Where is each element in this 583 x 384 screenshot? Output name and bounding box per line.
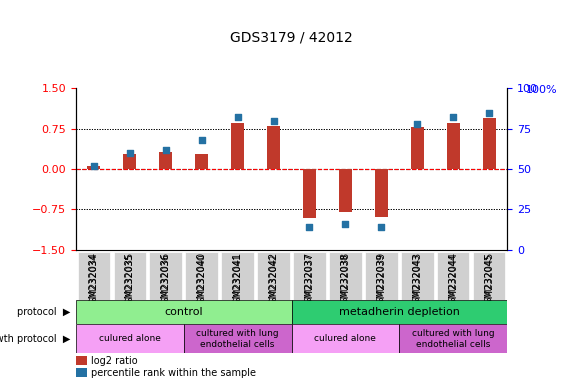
Point xyxy=(269,118,278,124)
Text: GSM232041: GSM232041 xyxy=(233,253,242,308)
Text: GSM232035: GSM232035 xyxy=(125,253,134,308)
Bar xyxy=(303,169,316,218)
FancyBboxPatch shape xyxy=(149,252,182,300)
Text: percentile rank within the sample: percentile rank within the sample xyxy=(91,368,256,378)
Text: cultured with lung
endothelial cells: cultured with lung endothelial cells xyxy=(196,329,279,349)
FancyBboxPatch shape xyxy=(437,252,469,300)
FancyBboxPatch shape xyxy=(76,300,292,324)
Text: metadherin depletion: metadherin depletion xyxy=(339,307,460,317)
FancyBboxPatch shape xyxy=(401,252,434,300)
FancyBboxPatch shape xyxy=(78,252,110,300)
Text: GSM232042: GSM232042 xyxy=(269,253,278,308)
Bar xyxy=(76,368,86,377)
Text: GSM232037: GSM232037 xyxy=(305,253,314,308)
Text: GSM232038: GSM232038 xyxy=(340,252,350,311)
Point xyxy=(484,109,494,116)
Text: GSM232036: GSM232036 xyxy=(161,253,170,308)
Point xyxy=(89,163,99,169)
FancyBboxPatch shape xyxy=(292,300,507,324)
Point xyxy=(340,221,350,227)
FancyBboxPatch shape xyxy=(185,252,218,300)
FancyBboxPatch shape xyxy=(222,252,254,300)
Point xyxy=(305,224,314,230)
Point xyxy=(448,114,458,121)
Bar xyxy=(124,154,136,169)
Text: GSM232037: GSM232037 xyxy=(304,252,314,311)
Text: cultured with lung
endothelial cells: cultured with lung endothelial cells xyxy=(412,329,494,349)
FancyBboxPatch shape xyxy=(473,252,505,300)
FancyBboxPatch shape xyxy=(257,252,290,300)
Point xyxy=(413,121,422,127)
FancyBboxPatch shape xyxy=(293,252,326,300)
Point xyxy=(197,137,206,143)
Y-axis label: 100%: 100% xyxy=(526,85,557,95)
Text: GSM232043: GSM232043 xyxy=(413,253,422,308)
Point xyxy=(161,147,170,153)
Bar xyxy=(411,127,424,169)
FancyBboxPatch shape xyxy=(184,324,292,353)
Text: GSM232040: GSM232040 xyxy=(196,252,206,311)
Text: GSM232040: GSM232040 xyxy=(197,253,206,308)
Text: growth protocol  ▶: growth protocol ▶ xyxy=(0,334,70,344)
Point xyxy=(233,114,242,121)
Text: GSM232045: GSM232045 xyxy=(484,252,494,311)
Text: GSM232044: GSM232044 xyxy=(449,253,458,308)
FancyBboxPatch shape xyxy=(329,252,361,300)
FancyBboxPatch shape xyxy=(292,324,399,353)
FancyBboxPatch shape xyxy=(76,324,184,353)
Text: GSM232045: GSM232045 xyxy=(484,253,494,308)
Text: control: control xyxy=(164,307,203,317)
Text: GSM232039: GSM232039 xyxy=(377,252,387,311)
Text: GSM232042: GSM232042 xyxy=(269,252,279,311)
Text: log2 ratio: log2 ratio xyxy=(91,356,138,366)
Text: GSM232036: GSM232036 xyxy=(161,252,171,311)
Text: culured alone: culured alone xyxy=(99,334,161,343)
Text: GSM232034: GSM232034 xyxy=(89,253,99,308)
Text: GSM232039: GSM232039 xyxy=(377,253,386,308)
FancyBboxPatch shape xyxy=(399,324,507,353)
Bar xyxy=(483,118,496,169)
Point xyxy=(377,224,386,230)
Text: GSM232035: GSM232035 xyxy=(125,252,135,311)
Bar xyxy=(339,169,352,212)
Bar xyxy=(159,152,172,169)
Bar xyxy=(76,356,86,366)
Text: protocol  ▶: protocol ▶ xyxy=(16,307,70,317)
Text: GSM232041: GSM232041 xyxy=(233,252,243,311)
Bar xyxy=(375,169,388,217)
Text: culured alone: culured alone xyxy=(314,334,377,343)
Text: GSM232044: GSM232044 xyxy=(448,252,458,311)
Bar xyxy=(267,126,280,169)
Bar xyxy=(195,154,208,169)
Bar xyxy=(87,166,100,169)
Text: GSM232038: GSM232038 xyxy=(341,253,350,308)
FancyBboxPatch shape xyxy=(114,252,146,300)
Bar xyxy=(231,123,244,169)
Text: GDS3179 / 42012: GDS3179 / 42012 xyxy=(230,31,353,45)
Point xyxy=(125,150,134,156)
Text: GSM232043: GSM232043 xyxy=(412,252,422,311)
Text: GSM232034: GSM232034 xyxy=(89,252,99,311)
FancyBboxPatch shape xyxy=(365,252,398,300)
Bar xyxy=(447,123,459,169)
